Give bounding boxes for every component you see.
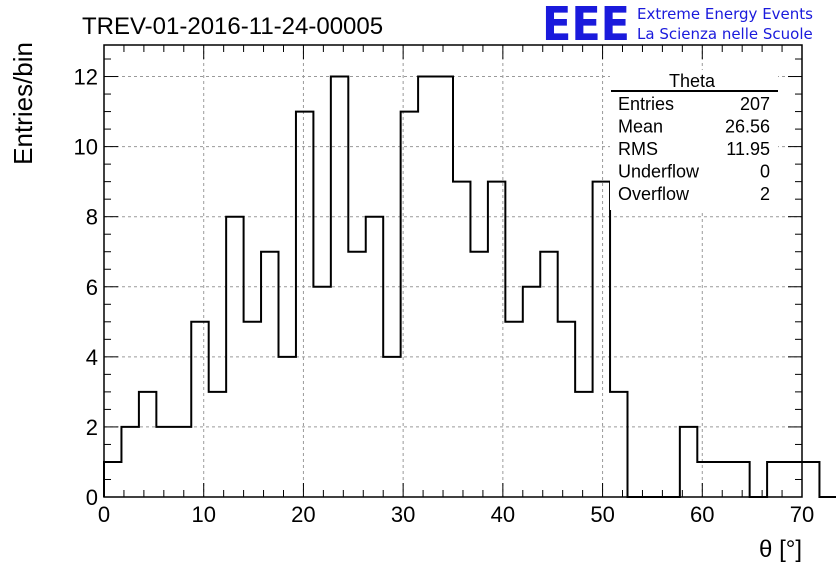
logo-line-1: Extreme Energy Events — [637, 5, 813, 23]
histogram-bar — [540, 252, 557, 497]
stats-value: 0 — [760, 162, 770, 182]
histogram-bar — [121, 427, 138, 497]
y-tick-labels: 0 2 4 6 8 10 12 — [74, 65, 98, 510]
x-tick-label: 0 — [98, 502, 110, 527]
histogram-bar — [715, 462, 732, 497]
histogram-bar — [296, 112, 313, 497]
histogram-bar — [261, 252, 278, 497]
stats-value: 2 — [760, 184, 770, 204]
x-tick-label: 70 — [790, 502, 814, 527]
x-tick-label: 10 — [191, 502, 215, 527]
stats-label: RMS — [618, 139, 658, 159]
y-axis-label: Entries/bin — [8, 42, 38, 165]
histogram-bar — [209, 392, 226, 497]
x-tick-label: 60 — [690, 502, 714, 527]
stats-box-background — [610, 70, 778, 210]
histogram-bar — [191, 322, 208, 497]
x-tick-label: 40 — [491, 502, 515, 527]
histogram-bar — [418, 77, 435, 497]
stats-box: Theta Entries 207 Mean 26.56 RMS 11.95 Underfl… — [610, 70, 778, 210]
histogram-bar — [697, 462, 714, 497]
axis-ticks — [103, 45, 803, 498]
stats-rows: Entries 207 Mean 26.56 RMS 11.95 Underflow 0 Ove… — [618, 94, 770, 204]
stats-label: Entries — [618, 94, 674, 114]
histogram-bar — [313, 287, 330, 497]
y-tick-label: 4 — [86, 345, 98, 370]
histogram-bar — [575, 392, 592, 497]
plot-frame — [103, 44, 803, 498]
histogram-bar — [436, 77, 453, 497]
logo-mark: EEE — [542, 0, 630, 51]
histogram-bar — [523, 287, 540, 497]
histogram-bar — [470, 252, 487, 497]
y-tick-label: 12 — [74, 65, 98, 90]
y-tick-label: 6 — [86, 275, 98, 300]
chart-title: TREV-01-2016-11-24-00005 — [82, 13, 383, 40]
x-tick-label: 50 — [590, 502, 614, 527]
y-tick-label: 8 — [86, 205, 98, 230]
logo-line-2: La Scienza nelle Scuole — [637, 25, 813, 43]
x-tick-label: 20 — [291, 502, 315, 527]
histogram-bar — [505, 322, 522, 497]
y-tick-label: 2 — [86, 415, 98, 440]
x-tick-label: 30 — [391, 502, 415, 527]
histogram-bar — [244, 322, 261, 497]
stats-title: Theta — [669, 71, 716, 91]
y-tick-label: 0 — [86, 485, 98, 510]
stats-value: 207 — [740, 94, 770, 114]
x-tick-labels: 0 10 20 30 40 50 60 70 — [98, 502, 814, 527]
y-tick-label: 10 — [74, 135, 98, 160]
histogram-bar — [348, 252, 365, 497]
histogram-bar — [610, 392, 627, 497]
stats-label: Underflow — [618, 162, 700, 182]
stats-label: Overflow — [618, 184, 690, 204]
stats-value: 11.95 — [726, 139, 770, 159]
histogram-bar — [732, 462, 749, 497]
histogram-bar — [453, 182, 470, 497]
histogram-bar — [593, 182, 610, 497]
histogram-bar — [279, 357, 296, 497]
histogram-bar — [174, 427, 191, 497]
stats-value: 26.56 — [725, 117, 770, 137]
histogram-bar — [226, 217, 243, 497]
histogram-bar — [139, 392, 156, 497]
histogram-bar — [156, 427, 173, 497]
stats-label: Mean — [618, 117, 663, 137]
histogram-bar — [680, 427, 697, 497]
histogram-bar — [558, 322, 575, 497]
histogram-bar — [802, 462, 819, 497]
x-axis-label: θ [°] — [759, 536, 802, 563]
